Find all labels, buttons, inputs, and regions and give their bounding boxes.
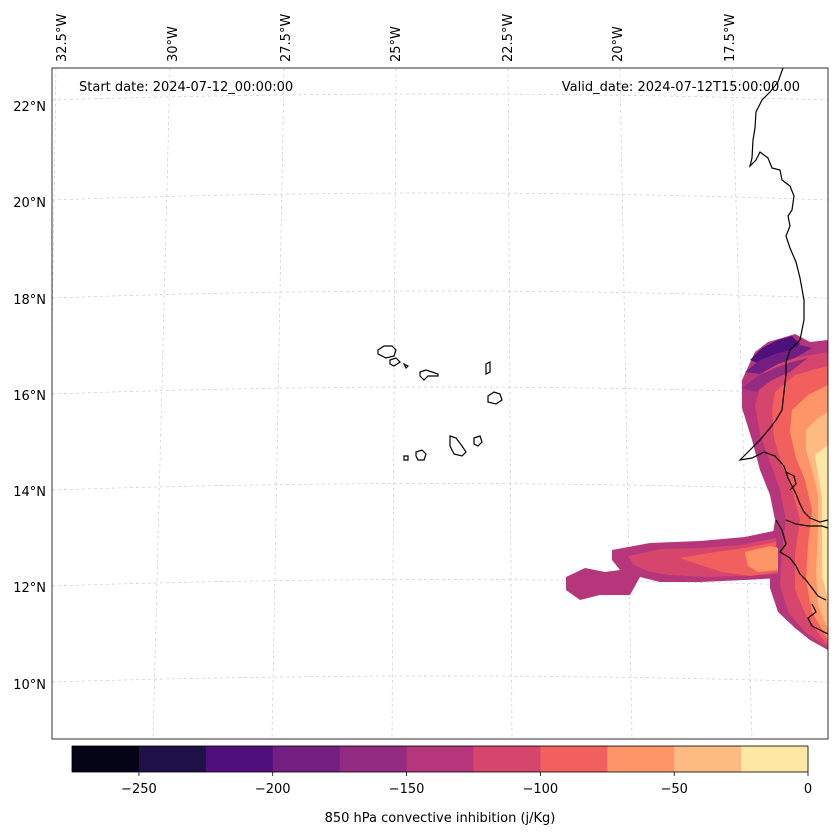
- graticule: [52, 68, 828, 739]
- island-boa-vista: [487, 391, 503, 405]
- lat-label-10n: 10°N: [13, 678, 46, 693]
- lat-label-18n: 18°N: [13, 293, 46, 308]
- meridian-30w: [152, 68, 171, 739]
- colorbar-title: 850 hPa convective inhibition (j/Kg): [325, 811, 556, 826]
- cb-tick-label-minus-250: −250: [121, 782, 157, 797]
- colorbar-swatch-5: [406, 746, 474, 772]
- cin-band-level-mid: [742, 358, 808, 392]
- island-sal: [485, 361, 491, 375]
- africa-coastline: [738, 68, 828, 523]
- meridian-20w: [619, 68, 633, 739]
- cb-tick-label-0: 0: [804, 782, 812, 797]
- parallel-20n: [52, 192, 828, 201]
- lon-label-20w: 20°W: [611, 26, 626, 62]
- island-sao-nicolau: [419, 369, 439, 381]
- island-santiago: [449, 435, 467, 457]
- island-maio: [473, 435, 483, 447]
- colorbar-ticks: [138, 772, 809, 776]
- cin-band-level-6: [815, 445, 828, 600]
- coast-south-2: [807, 603, 828, 635]
- parallel-16n: [52, 386, 828, 395]
- lat-label-12n: 12°N: [13, 581, 46, 596]
- cb-tick-label-minus-150: −150: [389, 782, 425, 797]
- colorbar-swatch-9: [674, 746, 742, 772]
- colorbar-swatch-3: [272, 746, 341, 772]
- cin-band-level-dark: [750, 336, 800, 364]
- parallel-12n: [52, 579, 828, 587]
- lat-label-22n: 22°N: [13, 100, 46, 115]
- parallel-22n: [52, 93, 828, 101]
- parallel-10n: [52, 675, 828, 683]
- colorbar-swatch-7: [540, 746, 608, 772]
- meridian-27-5w: [271, 68, 285, 739]
- cb-tick-label-minus-200: −200: [255, 782, 291, 797]
- lat-label-14n: 14°N: [13, 485, 46, 500]
- coast-south-1: [775, 519, 827, 601]
- start-date-label: Start date: 2024-07-12_00:00:00: [79, 80, 293, 95]
- lon-label-22-5w: 22.5°W: [501, 14, 516, 62]
- lon-label-27-5w: 27.5°W: [279, 14, 294, 62]
- colorbar-swatch-8: [607, 746, 675, 772]
- cin-tongue-level-4: [745, 546, 778, 572]
- lat-label-16n: 16°N: [13, 389, 46, 404]
- colorbar-swatch-1: [138, 746, 207, 772]
- colorbar-swatch-2: [205, 746, 274, 772]
- cb-tick-label-minus-50: −50: [660, 782, 687, 797]
- colorbar: −250 −200 −150 −100 −50 0 850 hPa convec…: [71, 745, 812, 826]
- map-panel: [52, 68, 828, 739]
- coastlines: [377, 68, 828, 635]
- island-fogo: [415, 449, 427, 461]
- lon-label-32-5w: 32.5°W: [55, 14, 70, 62]
- colorbar-swatch-10: [741, 746, 809, 772]
- parallel-18n: [52, 290, 828, 299]
- colorbar-frame: [71, 745, 809, 773]
- coast-inlet-1: [785, 471, 797, 491]
- colorbar-swatch-0: [72, 746, 140, 772]
- island-santa-luzia: [402, 362, 410, 370]
- gambia-river: [785, 519, 828, 529]
- island-sao-vicente: [389, 357, 401, 367]
- valid-date-label: Valid_date: 2024-07-12T15:00:00.00: [562, 80, 800, 95]
- meridian-25w: [391, 68, 397, 739]
- island-santo-antao: [377, 345, 397, 359]
- colorbar-swatches: [72, 746, 809, 772]
- lon-label-17-5w: 17.5°W: [723, 14, 738, 62]
- lon-label-25w: 25°W: [389, 26, 404, 62]
- lat-label-20n: 20°N: [13, 196, 46, 211]
- map-frame: [51, 67, 829, 740]
- lon-label-30w: 30°W: [166, 26, 181, 62]
- parallel-14n: [52, 483, 828, 491]
- colorbar-swatch-4: [339, 746, 408, 772]
- cin-contours: [566, 334, 828, 650]
- cin-band-level-darker: [745, 345, 812, 374]
- island-brava: [403, 455, 409, 461]
- meridian-17-5w: [731, 68, 753, 739]
- meridian-22-5w: [507, 68, 513, 739]
- colorbar-swatch-6: [473, 746, 541, 772]
- cb-tick-label-minus-100: −100: [523, 782, 559, 797]
